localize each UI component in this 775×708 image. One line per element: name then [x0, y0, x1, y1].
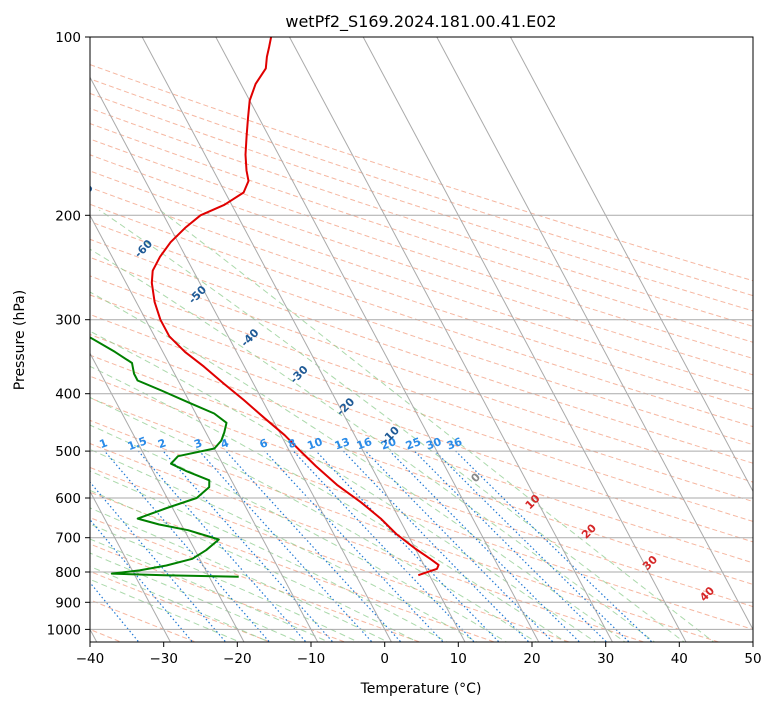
temperature-profile-line: [150, 37, 440, 577]
y-axis: 100 200 300 400 500 600 700 800 900 1000: [47, 30, 90, 638]
dry-adiabat-line: [90, 333, 753, 564]
moist-adiabat-line: [90, 330, 597, 642]
isotherm-line: [141, 37, 466, 642]
mixing-ratio-line: [315, 450, 500, 642]
moist-adiabat-line: [159, 209, 715, 642]
mixing-ratio-line: [225, 450, 402, 642]
y-tick-label: 700: [55, 531, 81, 547]
x-tick-label: 50: [744, 651, 761, 667]
mixing-ratio-label: 2: [156, 436, 168, 451]
dry-adiabat-line: [90, 170, 753, 393]
mixing-ratio-label: 10: [305, 435, 324, 453]
moist-adiabat-line: [90, 470, 449, 642]
isotherm-line: [509, 37, 753, 493]
x-tick-label: −20: [223, 651, 252, 667]
moist-adiabat-line: [90, 291, 626, 642]
y-tick-label: 800: [55, 565, 81, 581]
dry-adiabat-line: [90, 138, 753, 359]
mixing-ratio-line: [162, 450, 334, 642]
y-tick-label: 400: [55, 387, 81, 403]
x-axis: −40 −30 −20 −10 0 10 20 30 40 50: [76, 642, 762, 667]
mixing-ratio-label: 20: [379, 435, 398, 453]
mixing-ratio-label: 36: [445, 435, 464, 453]
x-tick-label: −40: [76, 651, 105, 667]
moist-adiabat-line: [90, 448, 478, 642]
x-tick-label: 40: [671, 651, 688, 667]
y-tick-label: 200: [55, 208, 81, 224]
isotherm-line: [436, 37, 753, 631]
x-tick-label: 20: [523, 651, 540, 667]
moist-adiabat-line: [90, 396, 538, 642]
isotherm-line: [90, 214, 319, 642]
x-tick-label: 30: [597, 651, 614, 667]
y-axis-label: Pressure (hPa): [12, 290, 28, 390]
moist-adiabat-line: [90, 538, 330, 642]
x-axis-label: Temperature (°C): [360, 681, 482, 697]
isotherm-line: [90, 490, 171, 642]
dry-adiabat-label: -70: [73, 181, 96, 204]
isotherm-line: [90, 76, 392, 642]
mixing-ratio-line: [198, 450, 373, 642]
dry-adiabat-line: [90, 154, 753, 376]
dry-adiabat-line: [90, 313, 753, 543]
isotherm-line: [215, 37, 540, 642]
y-tick-label: 500: [55, 444, 81, 460]
moist-adiabat-line: [99, 209, 685, 642]
dry-adiabat-line: [90, 107, 753, 327]
dry-adiabat-line: [90, 354, 753, 585]
plot-frame: [89, 36, 754, 643]
mixing-ratio-line: [264, 450, 444, 642]
moist-adiabat-line: [90, 552, 300, 642]
mixing-ratio-line: [389, 450, 581, 642]
mixing-ratio-label: 4: [219, 436, 231, 451]
x-tick-label: 0: [380, 651, 389, 667]
isotherm-line: [362, 37, 687, 642]
mixing-ratio-label: 16: [355, 435, 374, 453]
dewpoint-profile-line: [90, 336, 239, 578]
dry-adiabat-line: [90, 92, 753, 312]
mixing-ratio-label: 1.5: [126, 434, 149, 453]
mixing-ratio-line: [342, 450, 530, 642]
mixing-ratio-line: [434, 450, 630, 642]
dry-adiabat-line: [90, 78, 753, 297]
isotherm-line: [90, 352, 245, 642]
mixing-ratio-label: 6: [258, 436, 270, 451]
isotherm-line: [288, 37, 613, 642]
x-tick-label: −10: [297, 651, 326, 667]
moist-adiabat-line: [90, 248, 656, 642]
mixing-ratio-label: 3: [192, 436, 204, 451]
x-tick-label: −30: [149, 651, 178, 667]
y-tick-label: 900: [55, 595, 81, 611]
series-layer: [90, 37, 440, 578]
mixing-ratio-label: 8: [286, 436, 298, 451]
y-tick-label: 100: [55, 30, 81, 46]
y-tick-label: 600: [55, 491, 81, 507]
x-tick-label: 10: [450, 651, 467, 667]
y-tick-label: 1000: [47, 622, 81, 638]
y-tick-label: 300: [55, 313, 81, 329]
mixing-ratio-line: [137, 450, 307, 642]
dry-adiabat-line: [90, 123, 753, 343]
mixing-ratio-label: 1: [98, 436, 110, 451]
dry-adiabat-line: [90, 186, 753, 410]
mixing-ratio-label: 13: [333, 435, 352, 452]
mixing-ratio-label: 30: [424, 435, 443, 453]
chart-title: wetPf2_S169.2024.181.00.41.E02: [285, 12, 556, 32]
dry-adiabat-line: [90, 443, 646, 642]
moist-adiabat-line: [90, 365, 567, 642]
grid-layer: [90, 37, 753, 642]
mixing-ratio-label: 25: [404, 435, 423, 452]
mixing-ratio-line: [414, 450, 608, 642]
moist-adiabat-line: [90, 489, 419, 642]
dry-adiabat-line: [90, 294, 753, 522]
